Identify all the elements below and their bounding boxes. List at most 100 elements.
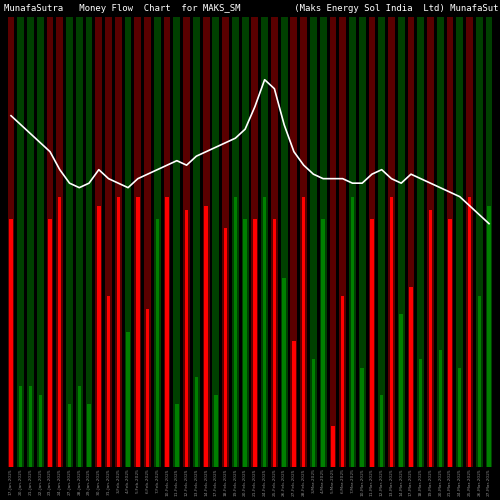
Bar: [27, 16, 34, 466]
Bar: [380, 394, 384, 466]
Bar: [292, 340, 296, 466]
Bar: [97, 206, 100, 466]
Bar: [271, 16, 278, 466]
Bar: [359, 16, 366, 466]
Bar: [253, 219, 256, 466]
Bar: [341, 296, 344, 466]
Bar: [378, 16, 385, 466]
Bar: [96, 16, 102, 466]
Bar: [58, 196, 61, 466]
Bar: [418, 16, 424, 466]
Bar: [78, 386, 81, 466]
Bar: [183, 16, 190, 466]
Bar: [222, 16, 229, 466]
Bar: [134, 16, 141, 466]
Bar: [368, 16, 376, 466]
Bar: [202, 16, 209, 466]
Bar: [322, 219, 325, 466]
Bar: [408, 16, 414, 466]
Bar: [419, 358, 422, 467]
Bar: [242, 16, 248, 466]
Bar: [46, 16, 54, 466]
Bar: [18, 16, 24, 466]
Bar: [476, 16, 482, 466]
Bar: [86, 16, 92, 466]
Bar: [331, 426, 334, 467]
Bar: [350, 196, 354, 466]
Bar: [105, 16, 112, 466]
Bar: [448, 219, 452, 466]
Bar: [204, 206, 208, 466]
Bar: [437, 16, 444, 466]
Bar: [282, 278, 286, 466]
Bar: [88, 404, 90, 466]
Bar: [263, 196, 266, 466]
Bar: [166, 196, 169, 466]
Bar: [224, 228, 228, 466]
Bar: [194, 376, 198, 466]
Bar: [76, 16, 82, 466]
Bar: [164, 16, 170, 466]
Bar: [302, 196, 306, 466]
Bar: [388, 16, 395, 466]
Bar: [146, 309, 150, 466]
Bar: [290, 16, 298, 466]
Bar: [478, 296, 481, 466]
Bar: [144, 16, 151, 466]
Bar: [174, 16, 180, 466]
Bar: [37, 16, 44, 466]
Bar: [300, 16, 307, 466]
Bar: [19, 386, 22, 466]
Bar: [126, 332, 130, 466]
Bar: [310, 16, 317, 466]
Bar: [232, 16, 239, 466]
Bar: [400, 314, 403, 466]
Bar: [320, 16, 326, 466]
Bar: [66, 16, 73, 466]
Bar: [466, 16, 473, 466]
Bar: [10, 219, 12, 466]
Bar: [116, 196, 120, 466]
Bar: [252, 16, 258, 466]
Bar: [456, 16, 463, 466]
Bar: [340, 16, 346, 466]
Bar: [438, 350, 442, 467]
Bar: [193, 16, 200, 466]
Bar: [212, 16, 220, 466]
Bar: [185, 210, 188, 467]
Bar: [261, 16, 268, 466]
Bar: [398, 16, 404, 466]
Bar: [427, 16, 434, 466]
Bar: [244, 219, 247, 466]
Bar: [38, 394, 42, 466]
Bar: [280, 16, 287, 466]
Bar: [486, 16, 492, 466]
Bar: [56, 16, 63, 466]
Bar: [124, 16, 132, 466]
Bar: [370, 219, 374, 466]
Bar: [68, 404, 71, 466]
Text: MunafaSutra   Money Flow  Chart  for MAKS_SM          (Maks Energy Sol India  Lt: MunafaSutra Money Flow Chart for MAKS_SM…: [4, 4, 500, 13]
Bar: [48, 219, 51, 466]
Bar: [154, 16, 160, 466]
Bar: [312, 358, 315, 467]
Bar: [29, 386, 32, 466]
Bar: [349, 16, 356, 466]
Bar: [156, 219, 159, 466]
Bar: [410, 286, 412, 467]
Bar: [429, 210, 432, 467]
Bar: [458, 368, 462, 466]
Bar: [214, 394, 218, 466]
Bar: [8, 16, 14, 466]
Bar: [115, 16, 121, 466]
Bar: [468, 196, 471, 466]
Bar: [488, 206, 490, 466]
Bar: [272, 219, 276, 466]
Bar: [390, 196, 393, 466]
Bar: [175, 404, 178, 466]
Bar: [330, 16, 336, 466]
Bar: [234, 196, 237, 466]
Bar: [446, 16, 454, 466]
Bar: [107, 296, 110, 466]
Bar: [360, 368, 364, 466]
